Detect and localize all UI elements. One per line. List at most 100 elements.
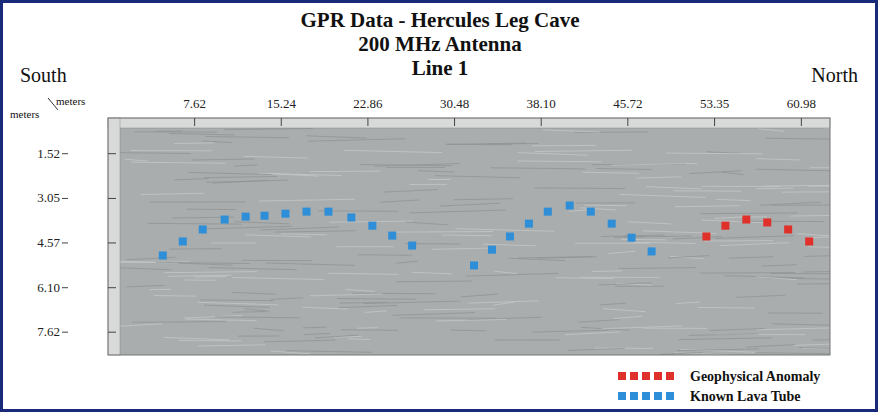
texture-line bbox=[618, 267, 696, 269]
texture-line bbox=[340, 302, 387, 304]
data-point bbox=[261, 212, 269, 220]
x-ruler bbox=[108, 118, 830, 128]
x-tick-label: 45.72 bbox=[613, 96, 642, 111]
texture-line bbox=[117, 324, 163, 327]
x-tick bbox=[194, 118, 195, 126]
texture-line bbox=[715, 217, 744, 219]
texture-line bbox=[131, 150, 212, 151]
y-tick-label: 3.05 bbox=[37, 190, 60, 205]
texture-line bbox=[304, 333, 330, 334]
texture-line bbox=[233, 278, 324, 280]
texture-line bbox=[358, 254, 413, 256]
y-tick bbox=[108, 153, 116, 154]
texture-line bbox=[185, 319, 256, 321]
texture-line bbox=[808, 247, 830, 249]
texture-line bbox=[543, 130, 600, 132]
texture-line bbox=[532, 330, 609, 332]
legend-swatch bbox=[618, 372, 626, 380]
y-tick-dash bbox=[62, 153, 68, 154]
axis-title: meters bbox=[56, 95, 85, 107]
legend-label: Geophysical Anomaly bbox=[690, 369, 820, 384]
texture-line bbox=[615, 286, 663, 287]
texture-line bbox=[211, 242, 256, 243]
texture-line bbox=[758, 129, 785, 132]
texture-line bbox=[244, 156, 308, 158]
texture-line bbox=[676, 302, 700, 303]
texture-line bbox=[592, 270, 623, 272]
texture-line bbox=[568, 348, 625, 350]
texture-line bbox=[232, 292, 276, 294]
subtitle: 200 MHz Antenna bbox=[358, 32, 522, 56]
texture-line bbox=[260, 227, 339, 230]
texture-line bbox=[716, 199, 750, 200]
y-tick-label: 7.62 bbox=[37, 324, 60, 339]
data-point bbox=[199, 225, 207, 233]
y-tick-dash bbox=[62, 332, 68, 333]
x-tick-label: 53.35 bbox=[700, 96, 729, 111]
texture-line bbox=[583, 172, 639, 173]
texture-line bbox=[765, 185, 830, 186]
texture-line bbox=[675, 206, 739, 207]
texture-line bbox=[468, 301, 539, 303]
texture-line bbox=[782, 191, 830, 193]
y-tick bbox=[108, 332, 116, 333]
data-point bbox=[303, 208, 311, 216]
texture-line bbox=[169, 248, 221, 249]
legend: Geophysical AnomalyKnown Lava Tube bbox=[618, 369, 820, 404]
texture-line bbox=[736, 295, 785, 297]
texture-line bbox=[393, 313, 475, 316]
texture-line bbox=[455, 229, 554, 232]
texture-line bbox=[673, 237, 722, 239]
texture-line bbox=[755, 169, 830, 171]
texture-line bbox=[315, 335, 359, 338]
texture-line bbox=[534, 187, 625, 189]
texture-line bbox=[205, 136, 288, 137]
texture-line bbox=[200, 299, 274, 301]
texture-line bbox=[204, 176, 277, 177]
texture-line bbox=[189, 172, 273, 174]
texture-line bbox=[310, 171, 380, 172]
texture-line bbox=[306, 136, 367, 138]
texture-line bbox=[442, 235, 491, 237]
x-tick-label: 22.86 bbox=[353, 96, 383, 111]
x-tick-label: 38.10 bbox=[527, 96, 556, 111]
texture-line bbox=[399, 317, 495, 318]
legend-swatch bbox=[666, 392, 674, 400]
texture-line bbox=[803, 271, 830, 272]
texture-line bbox=[245, 235, 311, 237]
data-point bbox=[281, 210, 289, 218]
legend-swatch bbox=[654, 372, 662, 380]
texture-line bbox=[397, 281, 473, 283]
chart: GPR Data - Hercules Leg Cave200 MHz Ante… bbox=[0, 0, 878, 412]
points bbox=[159, 201, 813, 269]
texture-line bbox=[308, 139, 405, 142]
texture-line bbox=[386, 167, 445, 168]
texture-line bbox=[601, 326, 682, 329]
texture-line bbox=[797, 234, 830, 236]
texture-line bbox=[365, 311, 387, 312]
texture-line bbox=[436, 319, 506, 321]
y-tick bbox=[108, 287, 116, 288]
texture-line bbox=[281, 234, 327, 235]
texture-line bbox=[729, 257, 774, 258]
data-point bbox=[648, 247, 656, 255]
texture-line bbox=[120, 152, 191, 154]
texture-line bbox=[424, 309, 495, 310]
line-label: Line 1 bbox=[412, 56, 469, 80]
texture-line bbox=[517, 160, 601, 162]
y-tick-dash bbox=[62, 198, 68, 199]
texture-line bbox=[406, 222, 448, 225]
texture-line bbox=[132, 321, 226, 323]
legend-swatch bbox=[642, 372, 650, 380]
y-tick-label: 4.57 bbox=[37, 235, 60, 250]
texture-line bbox=[798, 283, 830, 284]
texture-line bbox=[187, 209, 237, 210]
texture-line bbox=[205, 226, 292, 229]
texture-line bbox=[598, 283, 651, 285]
texture-line bbox=[224, 129, 312, 130]
texture-line bbox=[213, 180, 268, 183]
data-point bbox=[221, 216, 229, 224]
texture-line bbox=[269, 174, 318, 177]
texture-line bbox=[659, 352, 703, 354]
texture-line bbox=[202, 141, 232, 143]
